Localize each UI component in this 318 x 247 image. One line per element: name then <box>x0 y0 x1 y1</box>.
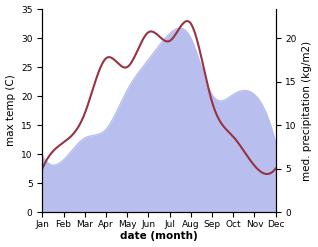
X-axis label: date (month): date (month) <box>120 231 198 242</box>
Y-axis label: max temp (C): max temp (C) <box>5 75 16 146</box>
Y-axis label: med. precipitation (kg/m2): med. precipitation (kg/m2) <box>302 41 313 181</box>
